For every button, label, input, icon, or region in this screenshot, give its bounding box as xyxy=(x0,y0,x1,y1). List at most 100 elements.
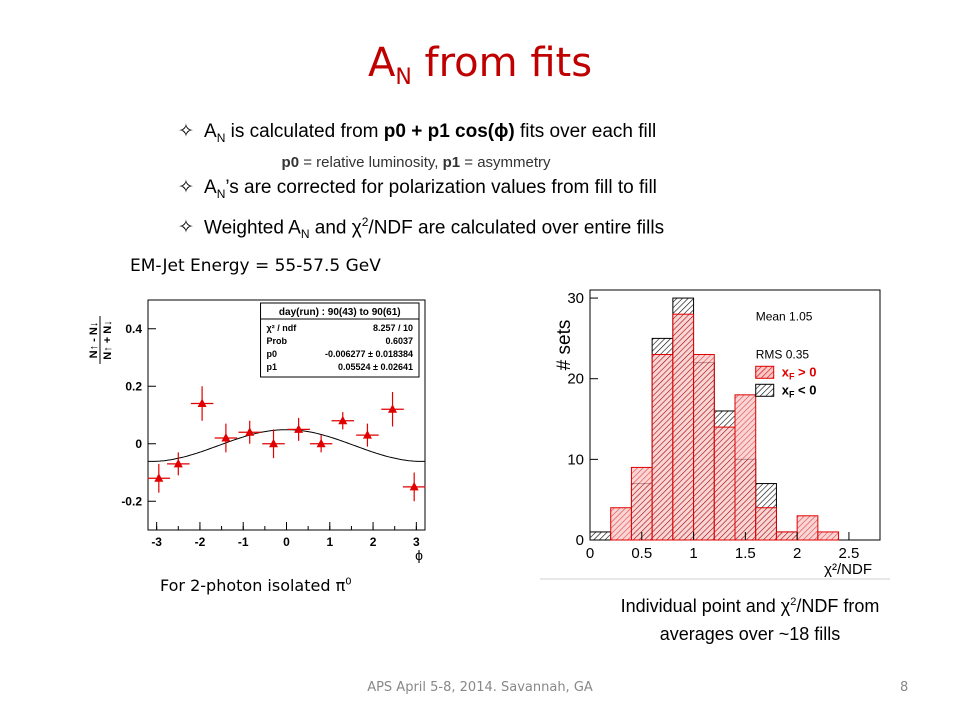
legend-label: xF < 0 xyxy=(782,382,817,399)
data-point xyxy=(238,420,261,444)
legend-label: xF > 0 xyxy=(782,364,817,381)
x-tick-label: 1.5 xyxy=(735,545,756,562)
histogram-bar xyxy=(693,354,715,541)
stats-mean: Mean 1.05 xyxy=(756,310,813,324)
data-point xyxy=(214,423,238,453)
data-point xyxy=(309,435,333,453)
triangle-marker xyxy=(197,398,207,407)
stats-row-label: Prob xyxy=(267,336,288,346)
y-tick-label: -0.2 xyxy=(121,494,142,508)
histogram-bar xyxy=(796,515,819,541)
histogram-bar xyxy=(610,507,632,541)
x-tick-label: 2 xyxy=(793,545,801,562)
stats-row-value: 8.257 / 10 xyxy=(373,323,413,333)
legend-label-sub: F xyxy=(789,371,795,381)
y-label-numerator: N↑ - N↓ xyxy=(88,322,100,359)
asymmetry-plot: -3 -2 -1 0 1 2 3 -0.2 0 0.2 0.4 ϕ N↑ - N↓ N↑ + N↓ day(… xyxy=(88,299,426,563)
chi2-histogram: 0 0.5 1 1.5 2 2.5 0 10 20 30 χ²/NDF # sets Mean 1.05… xyxy=(540,289,890,580)
data-point xyxy=(190,386,214,421)
data-point xyxy=(356,423,379,447)
bullet-note: p0 = relative luminosity, p1 = asymmetry xyxy=(281,153,551,171)
fit-curve xyxy=(148,429,425,462)
triangle-marker xyxy=(269,438,279,448)
bullet-list: ✧ AN is calculated from p0 + p1 cos(ϕ) fi… xyxy=(178,118,664,248)
triangle-marker xyxy=(409,481,419,491)
stats-row-label: p0 xyxy=(267,349,278,359)
data-point xyxy=(331,412,355,430)
triangle-marker xyxy=(316,438,326,448)
data-point xyxy=(402,472,426,502)
legend-label-rest: < 0 xyxy=(794,382,816,397)
bullet-2: ✧ AN’s are corrected for polarization val… xyxy=(178,174,664,208)
y-tick-label: 0.4 xyxy=(125,322,142,336)
x-tick-label: 1 xyxy=(689,545,697,562)
slide-title: AN from fits xyxy=(367,40,593,90)
histogram-bar xyxy=(775,531,798,541)
legend-label-rest: > 0 xyxy=(794,364,816,379)
data-point xyxy=(167,452,190,476)
stats-row-value: 0.05524 ± 0.02641 xyxy=(338,362,413,372)
x-tick-label: -2 xyxy=(195,535,206,549)
triangle-marker xyxy=(221,433,231,442)
histogram-bar xyxy=(734,394,757,541)
histogram-bar xyxy=(651,354,674,541)
histogram-bar xyxy=(672,313,695,541)
triangle-marker xyxy=(294,424,304,433)
legend-swatch xyxy=(755,383,775,397)
x-tick-label: 1 xyxy=(326,535,333,549)
legend-swatch xyxy=(755,365,775,379)
star-bullet-icon: ✧ xyxy=(178,216,194,238)
y-label-denominator: N↑ + N↓ xyxy=(102,320,114,359)
caption-left: For 2-photon isolated π0 xyxy=(160,576,352,595)
triangle-marker xyxy=(173,458,183,468)
stats-row-label: χ² / ndf xyxy=(267,323,298,333)
triangle-marker xyxy=(245,427,255,436)
triangle-marker xyxy=(388,404,398,413)
y-tick-label: 0.2 xyxy=(125,379,142,393)
legend-label-sub: F xyxy=(789,389,795,399)
footer-text: APS April 5-8, 2014. Savannah, GA xyxy=(367,680,593,695)
stats-row-label: p1 xyxy=(267,362,278,372)
x-tick-label: 0 xyxy=(586,545,594,562)
data-point xyxy=(147,463,171,493)
data-point xyxy=(262,429,285,459)
x-tick-label: 2 xyxy=(370,535,377,549)
x-tick-label: -1 xyxy=(238,535,249,549)
x-tick-label: -3 xyxy=(151,535,162,549)
bullet-3: ✧ Weighted AN and χ2/NDF are calculated o… xyxy=(178,214,665,241)
page-number: 8 xyxy=(900,680,909,695)
x-tick-label: 0.5 xyxy=(631,545,652,562)
x-tick-label: 2.5 xyxy=(838,545,859,562)
histogram-bar xyxy=(755,507,777,541)
y-tick-label: 20 xyxy=(567,371,584,388)
data-point xyxy=(381,392,404,427)
star-bullet-icon: ✧ xyxy=(178,176,194,198)
stats-row-value: -0.006277 ± 0.018384 xyxy=(325,349,413,359)
y-tick-label: 0 xyxy=(576,532,584,549)
bullet-1: ✧ AN is calculated from p0 + p1 cos(ϕ) fi… xyxy=(178,118,664,152)
stats-rms: RMS 0.35 xyxy=(756,348,810,362)
triangle-marker xyxy=(154,473,164,482)
x-axis-label: ϕ xyxy=(415,547,423,563)
histogram-bar xyxy=(589,531,612,541)
stats-box-header: day(run) : 90(43) to 90(61) xyxy=(279,307,401,318)
x-tick-label: 0 xyxy=(283,535,290,549)
x-tick-label: 3 xyxy=(413,535,420,549)
emjet-energy-label: EM-Jet Energy = 55-57.5 GeV xyxy=(130,256,381,276)
stats-box xyxy=(260,302,420,378)
star-bullet-icon: ✧ xyxy=(178,121,194,142)
y-axis-label: # sets xyxy=(554,320,575,371)
triangle-marker xyxy=(338,415,348,425)
stats-row-value: 0.6037 xyxy=(385,336,413,346)
histogram-bar xyxy=(817,531,840,541)
histogram-bar xyxy=(630,466,653,541)
y-tick-label: 30 xyxy=(567,290,584,307)
y-tick-label: 0 xyxy=(135,437,142,451)
triangle-marker xyxy=(362,430,372,439)
y-tick-label: 10 xyxy=(567,451,584,468)
y-axis-label: N↑ - N↓ N↑ + N↓ xyxy=(88,316,114,364)
x-axis-label: χ²/NDF xyxy=(824,561,872,578)
data-point xyxy=(287,417,310,441)
caption-right: Individual point and χ2/NDF from averages… xyxy=(620,596,880,644)
histogram-bar xyxy=(713,426,736,541)
